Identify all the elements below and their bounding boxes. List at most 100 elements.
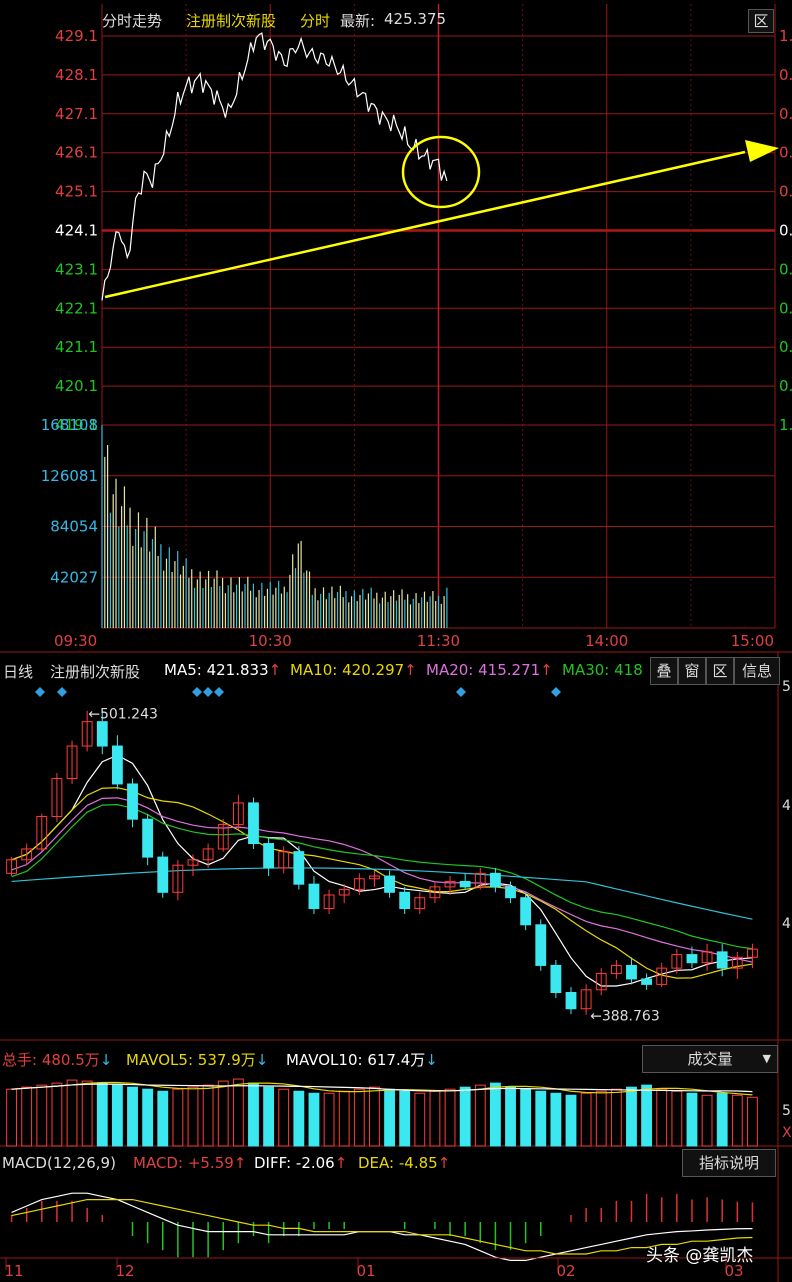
ma20-value: 415.271 — [478, 661, 541, 679]
daily-volume-bar — [716, 1092, 728, 1147]
macd-label: MACD: +5.59↑ — [133, 1154, 247, 1172]
time-tick-label: 09:30 — [54, 632, 97, 650]
ma20-label: MA20: 415.271↑ — [426, 661, 553, 679]
diff-line — [11, 1192, 753, 1262]
price-tick-right: 1. — [779, 27, 792, 45]
candle-down — [157, 856, 169, 893]
daily-volume-bar — [505, 1086, 516, 1147]
annotation-arrow-head — [745, 140, 779, 162]
candle-up — [656, 967, 668, 985]
daily-volume-bar — [595, 1090, 607, 1147]
daily-volume-bar — [308, 1092, 320, 1147]
region-button[interactable]: 区 — [706, 657, 734, 685]
daily-volume-bar — [626, 1086, 637, 1147]
daily-volume-bar — [580, 1092, 592, 1147]
candle-up — [580, 989, 592, 1010]
intraday-stock-name: 注册制次新股 — [186, 12, 277, 30]
candle-up — [6, 859, 17, 874]
daily-price-tick: 4 — [782, 916, 791, 932]
daily-volume-bar — [610, 1088, 622, 1147]
ma30-label: MA30: 418 — [562, 661, 643, 679]
candle-down — [686, 954, 698, 964]
price-tick-label: 427.1 — [55, 105, 98, 123]
annotation-circle — [401, 135, 481, 209]
candle-down — [142, 818, 154, 858]
daily-volume-bar — [414, 1092, 426, 1147]
daily-volume-bar — [565, 1094, 577, 1147]
daily-volume-bar — [671, 1090, 683, 1147]
window-button[interactable]: 窗 — [678, 657, 706, 685]
candle-down — [520, 897, 532, 926]
intraday-mode: 分时 — [300, 12, 331, 30]
date-tick-label: 03 — [724, 1262, 743, 1280]
candle-down — [505, 886, 516, 899]
intraday-latest-label: 最新: — [340, 12, 376, 30]
candle-up — [747, 948, 758, 958]
daily-volume-bar — [278, 1088, 290, 1147]
daily-volume-bar — [686, 1092, 698, 1147]
daily-volume-bar — [21, 1086, 33, 1147]
ma10-line — [11, 787, 753, 979]
price-tick-right: 0. — [779, 377, 792, 395]
dea-label: DEA: -4.85↑ — [358, 1154, 451, 1172]
chevron-down-icon: ▼ — [762, 1052, 771, 1065]
volume-tick-label: 168108 — [41, 416, 98, 434]
candle-up — [338, 889, 350, 896]
time-tick-label: 15:00 — [731, 632, 774, 650]
daily-volume-bar — [429, 1090, 441, 1147]
watermark: 头条 @龚凯杰 — [646, 1246, 754, 1266]
daily-volume-bar — [172, 1088, 184, 1147]
daily-volume-bar — [127, 1086, 138, 1147]
candle-down — [716, 951, 728, 969]
indicator-dropdown[interactable]: 成交量 ▼ — [642, 1045, 778, 1073]
signal-diamond-icon — [35, 687, 45, 697]
daily-volume-bar — [142, 1088, 154, 1147]
mavol5-line — [11, 1081, 753, 1096]
price-tick-label: 419.1 — [55, 416, 98, 434]
daily-volume-bar — [399, 1090, 411, 1147]
volume-right-tick: 5 — [782, 1103, 791, 1119]
overlay-button[interactable]: 叠 — [650, 657, 678, 685]
candle-up — [36, 815, 48, 850]
candle-up — [671, 954, 683, 969]
intraday-title: 分时走势 — [102, 12, 163, 30]
volume-tick-label: 42027 — [50, 568, 98, 586]
dea-line — [11, 1198, 753, 1255]
signal-diamond-icon — [551, 687, 561, 697]
daily-volume-bar — [66, 1079, 78, 1147]
daily-volume-bar — [6, 1088, 17, 1147]
indicator-help-button[interactable]: 指标说明 — [682, 1149, 776, 1177]
candle-up — [595, 973, 607, 991]
candle-up — [202, 848, 214, 861]
price-tick-right: 0. — [779, 222, 792, 240]
date-tick-label: 02 — [556, 1262, 575, 1280]
daily-volume-bar — [187, 1086, 199, 1147]
candle-down — [308, 883, 320, 910]
candle-up — [51, 778, 63, 817]
candle-down — [248, 802, 259, 845]
price-tick-right: 0. — [779, 183, 792, 201]
price-tick-label: 428.1 — [55, 66, 98, 84]
daily-volume-bar — [202, 1084, 214, 1147]
signal-diamond-icon — [456, 687, 466, 697]
daily-volume-bar — [369, 1086, 380, 1147]
daily-volume-bar — [489, 1082, 501, 1147]
candle-down — [384, 875, 395, 893]
price-tick-right: 0. — [779, 66, 792, 84]
candle-up — [232, 802, 244, 826]
daily-volume-bar — [701, 1094, 713, 1147]
price-tick-right: 0. — [779, 105, 792, 123]
intraday-region-button[interactable]: 区 — [748, 9, 774, 33]
ma10-label: MA10: 420.297↑ — [290, 661, 417, 679]
price-tick-label: 429.1 — [55, 27, 98, 45]
daily-volume-bar — [520, 1088, 532, 1147]
price-tick-label: 420.1 — [55, 377, 98, 395]
candle-down — [535, 924, 547, 966]
candle-down — [263, 843, 275, 869]
time-tick-label: 14:00 — [585, 632, 628, 650]
daily-volume-bar — [731, 1094, 743, 1147]
daily-volume-bar — [157, 1090, 169, 1147]
mavol5-label: MAVOL5: 537.9万↓ — [126, 1051, 269, 1069]
info-button[interactable]: 信息 — [734, 657, 780, 685]
